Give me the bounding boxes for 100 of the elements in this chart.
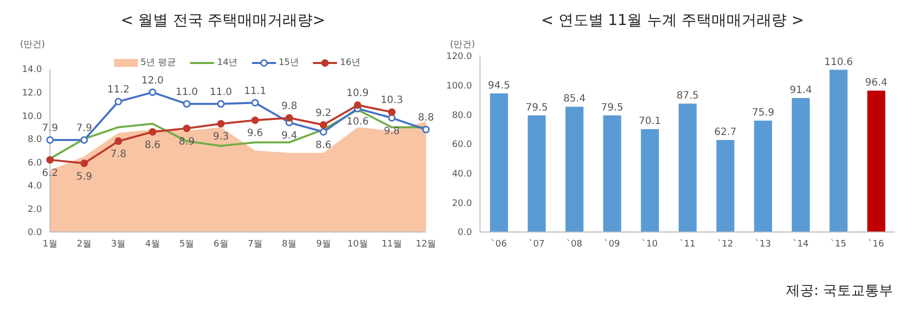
x-tick-label: 11월 <box>382 239 402 250</box>
point <box>114 137 122 145</box>
x-tick-label: 12월 <box>416 239 436 250</box>
x-tick-label: 8월 <box>282 239 297 250</box>
x-tick-label: 6월 <box>214 239 228 250</box>
point <box>388 114 396 122</box>
data-label: 5.9 <box>76 171 92 182</box>
bar <box>528 115 546 232</box>
data-label: 11.0 <box>210 86 232 98</box>
bar <box>830 70 848 232</box>
bar <box>678 104 697 232</box>
data-label: 10.3 <box>380 95 403 106</box>
data-label: 70.1 <box>638 116 662 128</box>
data-label: 75.9 <box>752 108 774 119</box>
data-label: 9.8 <box>281 100 298 112</box>
data-label: 85.4 <box>563 94 586 105</box>
x-tick-label: `09 <box>604 238 620 250</box>
x-tick-label: `07 <box>528 238 545 250</box>
y-tick-label: 12.0 <box>22 88 42 98</box>
point <box>114 98 122 106</box>
y-tick-label: 0.0 <box>28 228 42 238</box>
data-label: 9.3 <box>212 132 229 143</box>
point <box>217 100 225 108</box>
legend-label: 16년 <box>340 57 360 69</box>
point <box>388 108 396 116</box>
bar <box>754 120 772 232</box>
data-label: 7.9 <box>76 123 92 134</box>
bar <box>867 90 886 232</box>
bar <box>490 93 508 232</box>
x-tick-label: `14 <box>792 238 809 250</box>
legend-label: 5년 평균 <box>140 57 176 69</box>
y-tick-label: 14.0 <box>22 65 42 76</box>
point <box>80 136 88 144</box>
data-label: 9.2 <box>316 108 332 119</box>
x-tick-label: 1월 <box>42 239 58 250</box>
x-tick-label: `08 <box>566 238 583 250</box>
x-tick-label: 9월 <box>316 239 331 250</box>
y-tick-label: 20.0 <box>452 198 472 209</box>
point <box>46 156 54 164</box>
x-tick-label: `13 <box>754 238 771 250</box>
x-tick-label: `11 <box>680 238 696 250</box>
data-label: 11.1 <box>244 86 266 97</box>
data-label: 11.2 <box>107 84 130 96</box>
point <box>251 116 259 124</box>
y-tick-label: 100.0 <box>446 82 472 92</box>
data-label: 79.5 <box>601 102 624 114</box>
point <box>217 120 225 128</box>
y-tick-label: 4.0 <box>28 182 42 192</box>
point <box>182 100 190 108</box>
data-label: 11.0 <box>176 86 198 98</box>
x-tick-label: `12 <box>717 238 734 250</box>
x-tick-label: `15 <box>830 238 846 250</box>
x-tick-label: `10 <box>642 238 658 250</box>
data-label: 91.4 <box>790 84 812 96</box>
data-label: 94.5 <box>488 80 510 92</box>
x-tick-label: 7월 <box>248 239 262 250</box>
data-label: 110.6 <box>824 56 853 68</box>
chart-title: < 월별 전국 주택매매거래량> <box>120 10 326 31</box>
y-tick-label: 80.0 <box>452 110 472 121</box>
x-tick-label: `06 <box>490 238 508 250</box>
x-tick-label: 2월 <box>76 239 92 250</box>
point <box>80 160 88 168</box>
y-tick-label: 0.0 <box>458 228 472 238</box>
y-axis-title: (만건) <box>20 39 46 51</box>
point <box>182 124 190 132</box>
y-tick-label: 10.0 <box>22 112 42 122</box>
x-tick-label: `16 <box>868 238 884 250</box>
y-tick-label: 8.0 <box>28 135 42 146</box>
data-label: 87.5 <box>676 90 699 102</box>
data-label: 96.4 <box>865 78 888 89</box>
y-tick-label: 2.0 <box>28 204 42 215</box>
point <box>422 126 430 134</box>
data-label: 8.8 <box>418 112 434 124</box>
point <box>148 88 156 96</box>
point <box>46 136 54 144</box>
y-tick-label: 6.0 <box>28 158 42 168</box>
point <box>320 128 328 136</box>
data-label: 7.9 <box>42 123 58 134</box>
y-tick-label: 60.0 <box>452 140 472 150</box>
point <box>251 99 259 107</box>
data-label: 12.0 <box>141 75 164 86</box>
x-tick-label: 4월 <box>145 239 160 250</box>
legend-label: 15년 <box>278 57 300 69</box>
x-tick-label: 5월 <box>179 239 194 250</box>
data-label: 6.2 <box>42 168 58 179</box>
bar <box>640 129 659 232</box>
chart-title: < 연도별 11월 누계 주택매매거래량 > <box>540 10 806 31</box>
x-tick-label: 3월 <box>110 239 126 250</box>
data-label: 7.8 <box>110 149 126 160</box>
bar <box>716 140 734 232</box>
legend-label: 14년 <box>217 57 238 69</box>
data-label: 9.4 <box>281 130 298 142</box>
point <box>354 101 362 109</box>
y-tick-label: 40.0 <box>452 170 472 180</box>
bar <box>792 98 810 232</box>
data-label: 9.6 <box>247 128 264 140</box>
text: 제공: 국토교통부 <box>784 282 894 300</box>
y-axis-title: (만건) <box>450 39 476 51</box>
x-tick-label: 10월 <box>347 239 368 250</box>
data-label: 8.6 <box>316 140 332 151</box>
